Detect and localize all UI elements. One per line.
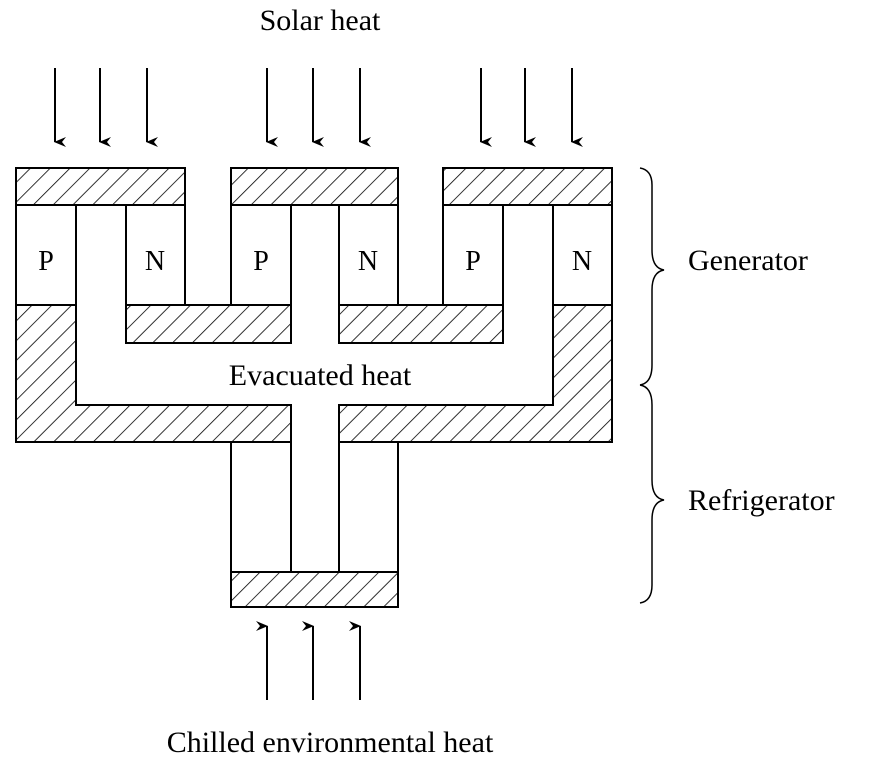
chilled-heat-label: Chilled environmental heat (167, 726, 494, 759)
cavity (77, 306, 552, 443)
cold-block (15, 304, 613, 443)
p-label: P (465, 246, 481, 277)
hot-plate (230, 167, 399, 206)
solar-arrows (54, 68, 583, 147)
top-plates (15, 167, 613, 206)
evacuated-heat-label: Evacuated heat (229, 359, 412, 392)
leg (230, 441, 292, 573)
generator-label: Generator (688, 244, 808, 277)
legs (15, 204, 613, 306)
p-label: P (253, 246, 269, 277)
refrigerator-brace (639, 384, 665, 604)
n-label: N (145, 246, 165, 277)
hot-plate (15, 167, 186, 206)
p-label: P (38, 246, 54, 277)
n-label: N (572, 246, 592, 277)
solar-heat-label: Solar heat (260, 4, 381, 37)
environment-arrows (256, 621, 361, 700)
cold-plate (230, 571, 399, 608)
generator-brace (639, 167, 665, 386)
leg (338, 441, 399, 573)
hot-plate (442, 167, 613, 206)
refrigerator (230, 441, 399, 608)
n-label: N (358, 246, 378, 277)
braces (639, 167, 665, 604)
p-leg (15, 204, 77, 306)
refrigerator-label: Refrigerator (688, 484, 835, 517)
